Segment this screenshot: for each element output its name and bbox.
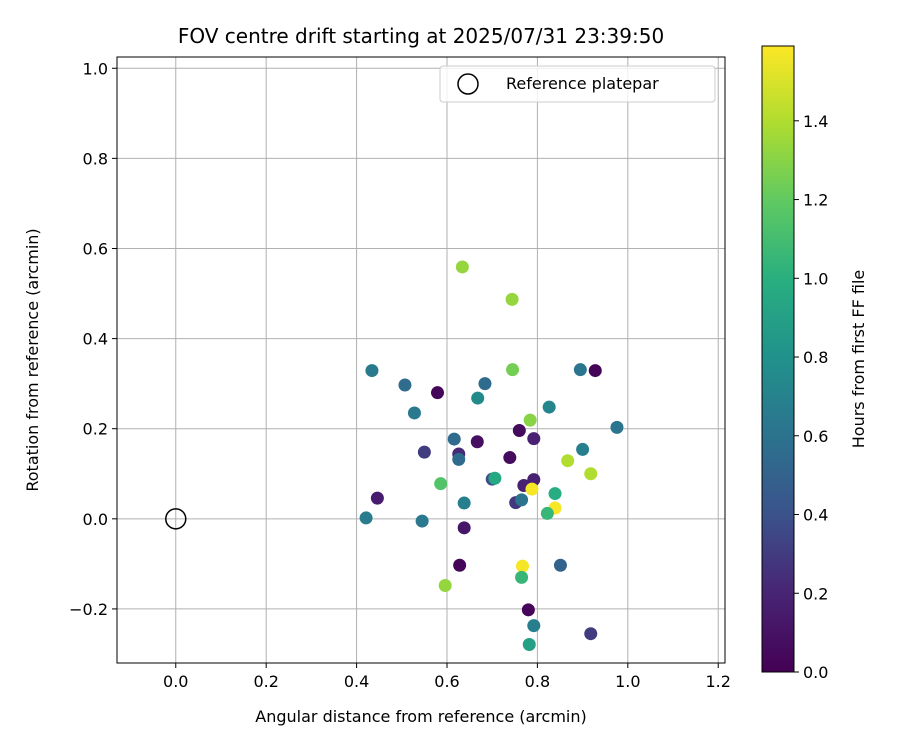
data-point xyxy=(573,363,587,377)
x-tick-label: 0.2 xyxy=(253,672,278,691)
x-tick-label: 1.2 xyxy=(705,672,730,691)
data-point xyxy=(512,424,526,438)
x-tick-label: 0.0 xyxy=(163,672,188,691)
colorbar-tick-label: 0.6 xyxy=(803,427,828,446)
grid-lines xyxy=(117,57,725,663)
data-point xyxy=(548,487,562,501)
data-point xyxy=(522,638,536,652)
colorbar-tick-label: 0.0 xyxy=(803,663,828,682)
colorbar: 0.0 0.2 0.4 0.6 0.8 1.0 1.2 1.4 xyxy=(761,45,828,682)
data-point xyxy=(478,377,492,391)
data-point xyxy=(452,452,466,466)
colorbar-frame xyxy=(761,45,795,673)
data-point xyxy=(527,619,541,633)
data-point xyxy=(610,420,624,434)
colorbar-tick-label: 0.2 xyxy=(803,584,828,603)
axes-frame xyxy=(116,56,726,664)
data-point xyxy=(438,579,452,593)
y-tick-label: 0.6 xyxy=(83,239,108,258)
colorbar-label: Hours from first FF file xyxy=(849,270,868,449)
colorbar-ticks: 0.0 0.2 0.4 0.6 0.8 1.0 1.2 1.4 xyxy=(794,112,828,682)
y-tick-label: 0.2 xyxy=(83,420,108,439)
legend-reference-marker xyxy=(457,73,479,95)
data-point xyxy=(457,496,471,510)
x-axis-ticks: 0.0 0.2 0.4 0.6 0.8 1.0 1.2 xyxy=(163,663,731,691)
data-point xyxy=(540,506,554,520)
colorbar-tick-label: 1.2 xyxy=(803,191,828,210)
y-tick-label: 0.8 xyxy=(83,149,108,168)
colorbar-tick-label: 1.0 xyxy=(803,269,828,288)
data-point xyxy=(370,491,384,505)
data-point xyxy=(527,432,541,446)
data-point xyxy=(515,493,529,507)
x-tick-label: 0.6 xyxy=(434,672,459,691)
data-point xyxy=(553,558,567,572)
data-point xyxy=(506,363,520,377)
legend-label: Reference platepar xyxy=(506,74,659,93)
y-tick-label: 0.0 xyxy=(83,510,108,529)
data-point xyxy=(521,603,535,617)
data-point xyxy=(470,435,484,449)
data-point xyxy=(584,627,598,641)
reference-platepar-marker xyxy=(165,508,187,530)
data-point xyxy=(515,570,529,584)
data-point xyxy=(457,521,471,535)
y-tick-label: 0.4 xyxy=(83,330,108,349)
legend: Reference platepar xyxy=(439,65,716,103)
colorbar-tick-label: 0.4 xyxy=(803,506,828,525)
data-point xyxy=(430,386,444,400)
data-point xyxy=(434,477,448,491)
data-point xyxy=(447,432,461,446)
data-point xyxy=(488,471,502,485)
data-point xyxy=(561,454,575,468)
data-points xyxy=(359,260,624,652)
y-tick-label: −0.2 xyxy=(69,600,108,619)
colorbar-gradient xyxy=(762,46,794,672)
x-tick-label: 0.8 xyxy=(525,672,550,691)
data-point xyxy=(584,467,598,481)
data-point xyxy=(515,559,529,573)
data-point xyxy=(398,378,412,392)
data-point xyxy=(417,445,431,459)
y-tick-label: 1.0 xyxy=(83,59,108,78)
data-point xyxy=(542,400,556,414)
data-point xyxy=(455,260,469,274)
data-point xyxy=(588,364,602,378)
data-point xyxy=(523,413,537,427)
data-point xyxy=(505,292,519,306)
data-point xyxy=(365,364,379,378)
x-tick-label: 1.0 xyxy=(615,672,640,691)
data-point xyxy=(576,442,590,456)
data-point xyxy=(359,511,373,525)
x-tick-label: 0.4 xyxy=(344,672,369,691)
data-point xyxy=(415,514,429,528)
reference-layer xyxy=(165,508,187,530)
chart-title: FOV centre drift starting at 2025/07/31 … xyxy=(178,24,664,48)
x-axis-label: Angular distance from reference (arcmin) xyxy=(255,707,586,726)
plot-area: 0.0 0.2 0.4 0.6 0.8 1.0 1.2 −0.20.00.20.40.60.… xyxy=(69,56,731,691)
y-axis-ticks: −0.2 0.0 0.2 0.4 0.6 0.8 1.0 xyxy=(69,59,117,619)
data-point xyxy=(453,558,467,572)
data-point xyxy=(471,391,485,405)
data-point xyxy=(407,406,421,420)
data-point xyxy=(525,482,539,496)
colorbar-tick-label: 0.8 xyxy=(803,348,828,367)
y-axis-label: Rotation from reference (arcmin) xyxy=(23,228,42,491)
data-point xyxy=(503,451,517,465)
legend-box xyxy=(439,65,716,103)
colorbar-tick-label: 1.4 xyxy=(803,112,828,131)
